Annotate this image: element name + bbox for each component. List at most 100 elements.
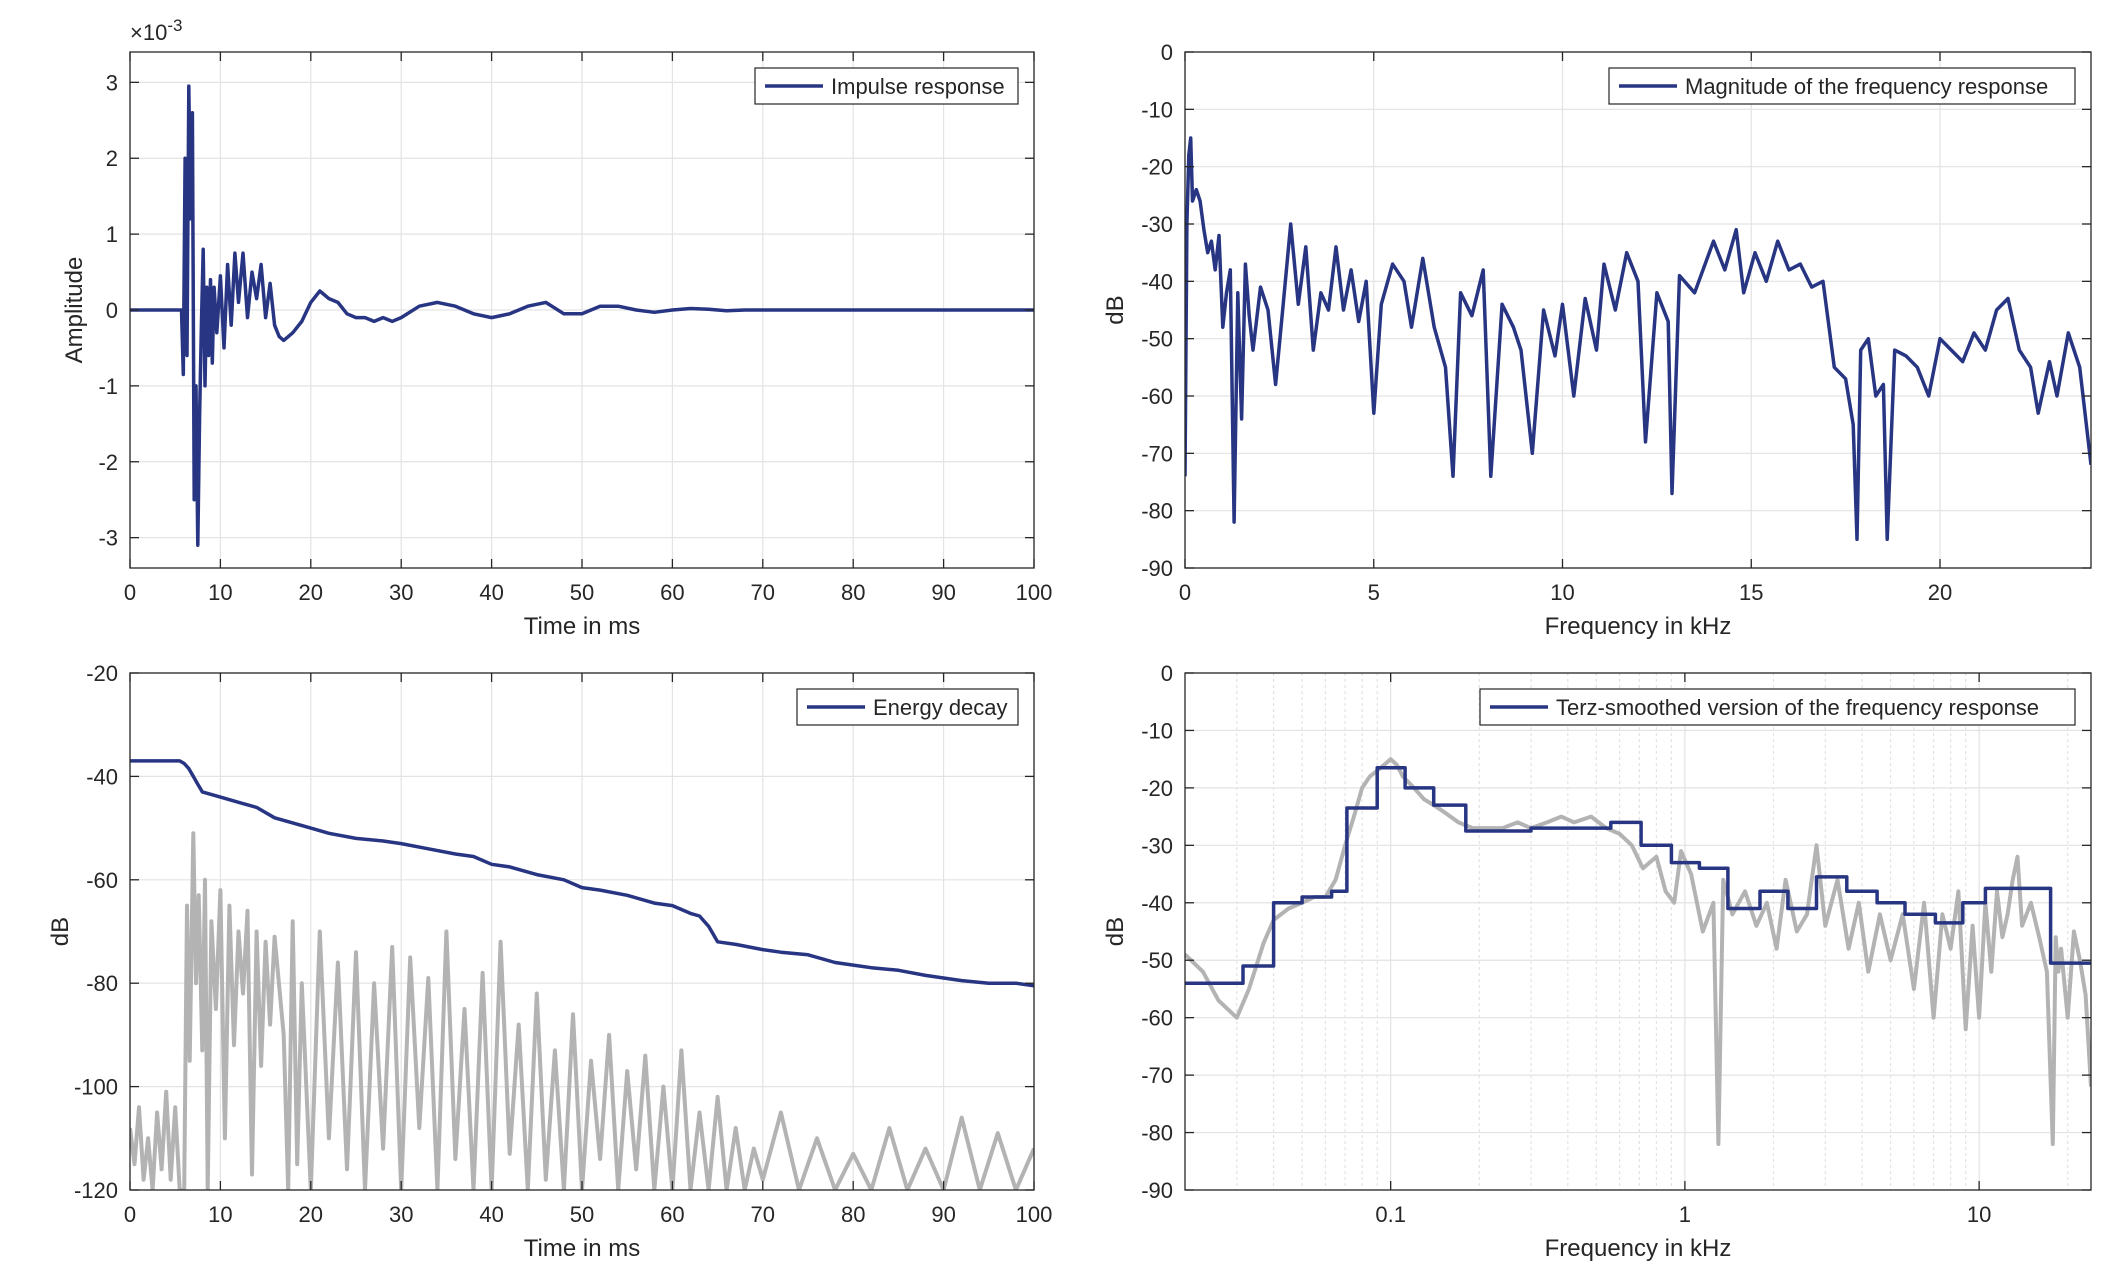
x-tick-label: 100: [1016, 580, 1053, 605]
y-tick-label: -70: [1141, 441, 1173, 466]
x-tick-label: 90: [931, 1202, 955, 1227]
legend-label: Magnitude of the frequency response: [1685, 74, 2048, 99]
x-tick-label: 100: [1016, 1202, 1053, 1227]
y-ticks: 0 -10 -20 -30 -40 -50 -60 -70 -80 -90: [1141, 661, 2091, 1203]
series-line: [1185, 766, 2091, 985]
y-axis-label: dB: [1102, 917, 1129, 946]
y-tick-label: -40: [86, 764, 118, 789]
x-tick-label: 15: [1739, 580, 1763, 605]
y-tick-label: -60: [1141, 384, 1173, 409]
x-axis-label: Frequency in kHz: [1545, 613, 1732, 640]
x-tick-label: 80: [841, 580, 865, 605]
legend: Magnitude of the frequency response: [1608, 67, 2076, 105]
x-tick-label: 90: [931, 580, 955, 605]
series-line: [130, 84, 1034, 547]
y-tick-label: -20: [1141, 776, 1173, 801]
legend-label: Impulse response: [831, 74, 1005, 99]
legend: Impulse response: [754, 67, 1019, 105]
axes-4: 0.1 1 10 0 -10 -20 -30 -40 -50 -60 -70 -80 -90 Freque…: [1102, 661, 2092, 1262]
series: [130, 759, 1034, 1190]
y-tick-label: -120: [74, 1178, 118, 1203]
x-tick-label: 20: [1928, 580, 1952, 605]
x-tick-label: 20: [299, 1202, 323, 1227]
x-tick-label: 30: [389, 580, 413, 605]
x-ticks: 0 10 20 30 40 50 60 70 80 90 100: [124, 52, 1052, 605]
axes-frame: [1184, 672, 2092, 1191]
x-axis-label: Frequency in kHz: [1545, 1235, 1732, 1262]
series: [130, 84, 1034, 547]
multiplier-base: ×10: [130, 20, 167, 45]
y-tick-label: -2: [98, 450, 118, 475]
y-tick-label: -70: [1141, 1063, 1173, 1088]
y-tick-label: 2: [106, 146, 118, 171]
legend: Energy decay: [796, 688, 1019, 726]
series: [1185, 136, 2091, 542]
x-ticks: 0 10 20 30 40 50 60 70 80 90 100: [124, 673, 1052, 1227]
x-tick-label: 30: [389, 1202, 413, 1227]
x-tick-label: 60: [660, 1202, 684, 1227]
x-tick-label: 10: [1967, 1202, 1991, 1227]
y-tick-label: -1: [98, 374, 118, 399]
multiplier-exponent: -3: [167, 16, 182, 35]
x-tick-label: 0: [124, 1202, 136, 1227]
legend-box: [1479, 688, 2076, 726]
series-line: [130, 759, 1034, 988]
axis-multiplier: ×10-3: [130, 16, 182, 45]
y-axis-label: dB: [1102, 295, 1129, 324]
x-tick-label: 1: [1679, 1202, 1691, 1227]
y-tick-label: -80: [1141, 499, 1173, 524]
y-tick-label: 0: [1161, 40, 1173, 65]
legend-label: Terz-smoothed version of the frequency r…: [1556, 695, 2039, 720]
legend-label: Energy decay: [873, 695, 1008, 720]
y-tick-label: -3: [98, 526, 118, 551]
axes-2: 0 5 10 15 20 0 -10 -20 -30 -40 -50 -60 -70 -80 -90 Freq…: [1102, 40, 2092, 640]
x-tick-label: 70: [751, 1202, 775, 1227]
y-tick-label: -10: [1141, 97, 1173, 122]
y-tick-label: 3: [106, 70, 118, 95]
x-ticks: 0 5 10 15 20: [1179, 52, 1952, 605]
x-tick-label: 10: [208, 1202, 232, 1227]
series: [1185, 757, 2091, 1146]
x-tick-label: 70: [751, 580, 775, 605]
x-tick-label: 10: [208, 580, 232, 605]
x-ticks: 0.1 1 10: [1375, 673, 1991, 1227]
x-tick-label: 40: [479, 580, 503, 605]
y-tick-label: 0: [1161, 661, 1173, 686]
y-tick-label: -90: [1141, 1178, 1173, 1203]
x-tick-label: 0: [1179, 580, 1191, 605]
series-line-grey: [130, 831, 1034, 1190]
x-axis-label: Time in ms: [524, 613, 640, 640]
y-tick-label: -50: [1141, 948, 1173, 973]
y-tick-label: 0: [106, 298, 118, 323]
y-tick-label: -100: [74, 1075, 118, 1100]
x-tick-label: 60: [660, 580, 684, 605]
y-tick-label: -90: [1141, 556, 1173, 581]
legend: Terz-smoothed version of the frequency r…: [1479, 688, 2076, 726]
x-tick-label: 5: [1368, 580, 1380, 605]
y-tick-label: 1: [106, 222, 118, 247]
x-tick-label: 20: [299, 580, 323, 605]
plot-area: [1185, 673, 2091, 1190]
y-tick-label: -80: [86, 971, 118, 996]
y-tick-label: -60: [1141, 1006, 1173, 1031]
axes-1: 0 10 20 30 40 50 60 70 80 90 100 -3 -2 -1 0 1 2 3 Time in …: [61, 16, 1052, 640]
y-tick-label: -20: [86, 661, 118, 686]
x-axis-label: Time in ms: [524, 1235, 640, 1262]
x-tick-label: 80: [841, 1202, 865, 1227]
axes-3: 0 10 20 30 40 50 60 70 80 90 100 -20 -40 -60 -80 -100 -1…: [47, 661, 1052, 1262]
x-tick-label: 50: [570, 580, 594, 605]
x-tick-label: 10: [1550, 580, 1574, 605]
y-ticks: -3 -2 -1 0 1 2 3: [98, 70, 1034, 551]
y-tick-label: -20: [1141, 155, 1173, 180]
series-line: [1185, 136, 2091, 542]
legend-box: [1608, 67, 2076, 105]
y-ticks: -20 -40 -60 -80 -100 -120: [74, 661, 1034, 1203]
y-tick-label: -40: [1141, 269, 1173, 294]
x-tick-label: 0.1: [1375, 1202, 1406, 1227]
y-tick-label: -60: [86, 868, 118, 893]
x-tick-label: 0: [124, 580, 136, 605]
y-ticks: 0 -10 -20 -30 -40 -50 -60 -70 -80 -90: [1141, 40, 2091, 581]
series-line-grey: [1185, 757, 2091, 1146]
y-tick-label: -10: [1141, 718, 1173, 743]
